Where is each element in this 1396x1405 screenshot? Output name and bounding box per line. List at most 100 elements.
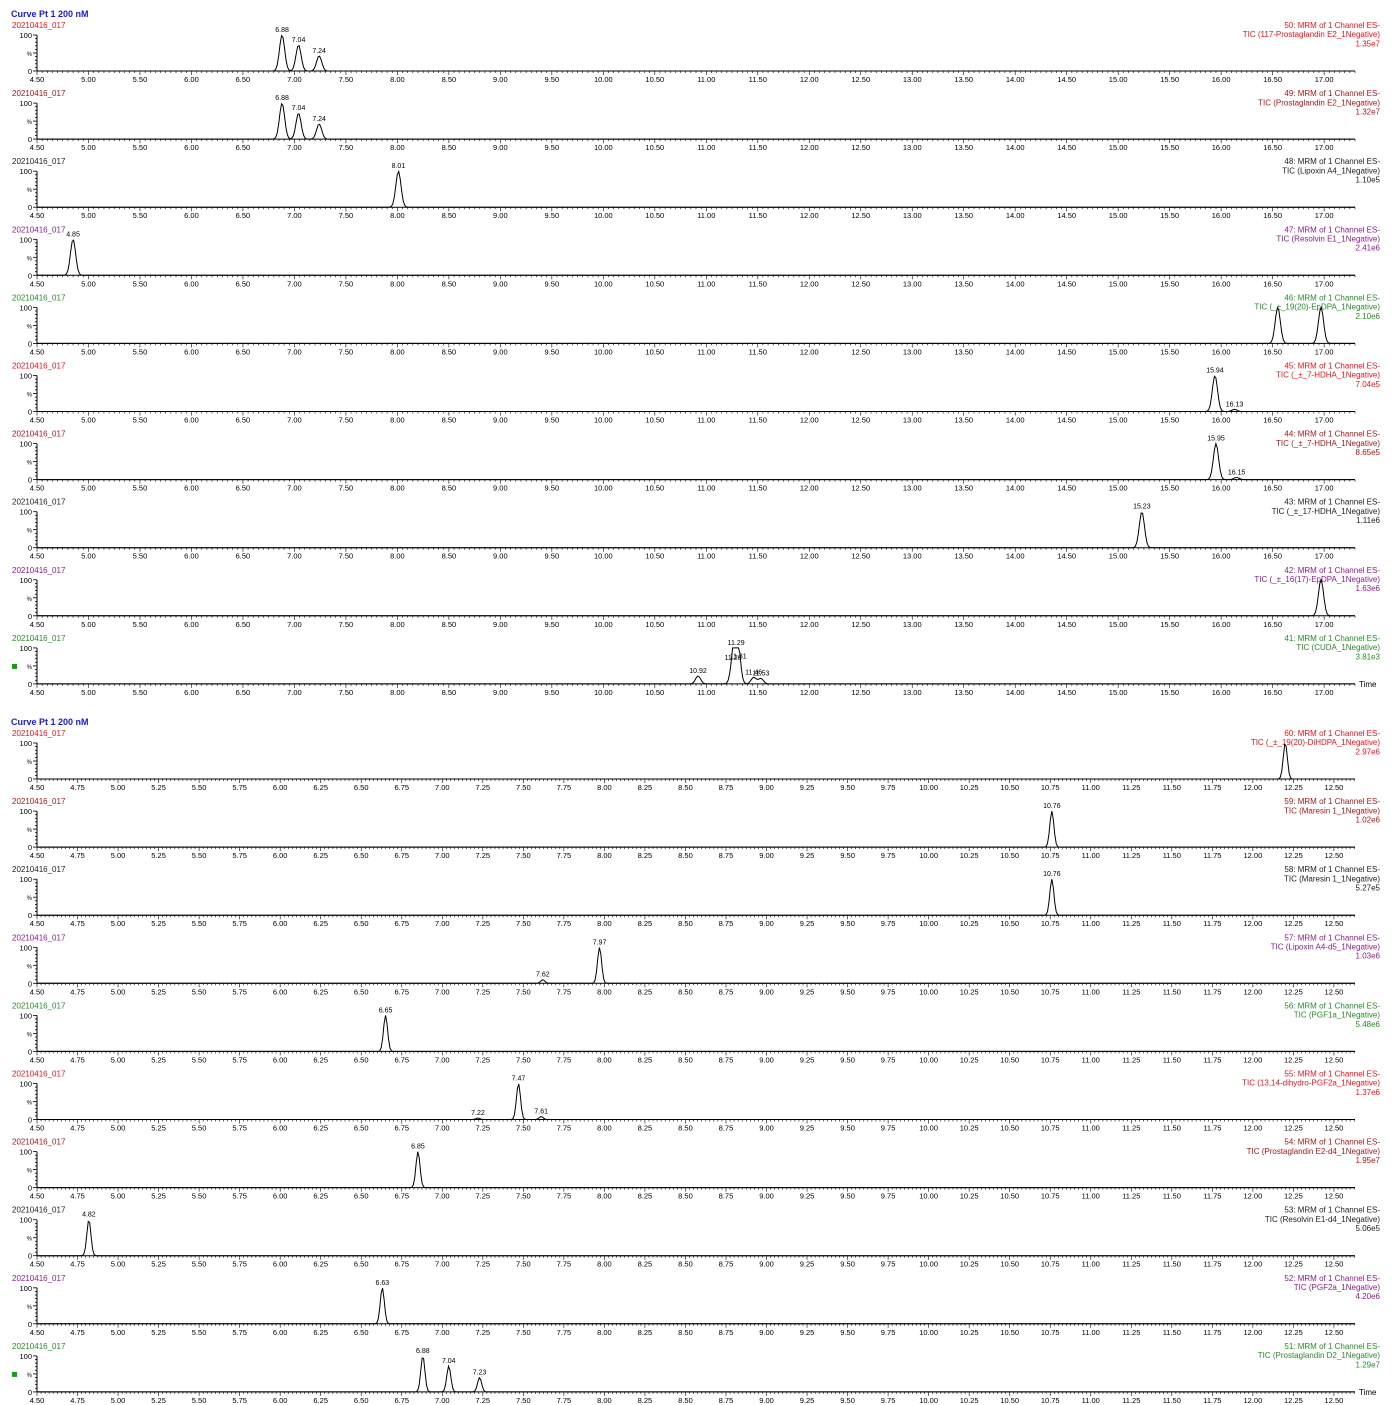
x-tick-label: 9.75 — [881, 987, 896, 996]
x-tick-label: 6.50 — [236, 75, 251, 84]
x-tick-label: 6.50 — [236, 416, 251, 425]
x-tick-label: 15.50 — [1160, 688, 1179, 697]
x-tick-label: 9.50 — [545, 552, 560, 561]
x-tick-label: 7.00 — [287, 416, 302, 425]
x-tick-label: 8.25 — [638, 1055, 653, 1064]
y-axis-unit: % — [27, 665, 33, 671]
trace-channel-info: TIC (Resolvin E1_1Negative) — [1276, 235, 1380, 244]
x-tick-label: 12.00 — [1243, 987, 1262, 996]
y-tick-label: 100 — [19, 943, 32, 952]
x-tick-label: 9.00 — [493, 75, 508, 84]
x-tick-label: 7.75 — [557, 987, 572, 996]
x-tick-label: 4.75 — [70, 919, 85, 928]
x-tick-label: 9.00 — [493, 211, 508, 220]
x-tick-label: 8.25 — [638, 987, 653, 996]
x-tick-label: 11.50 — [749, 552, 767, 561]
y-axis-unit: % — [27, 393, 33, 399]
x-tick-label: 10.25 — [960, 783, 979, 792]
trace-sample-label: 20210416_017 — [12, 933, 66, 942]
x-tick-label: 7.25 — [476, 919, 491, 928]
x-tick-label: 13.00 — [903, 552, 922, 561]
x-tick-label: 15.50 — [1160, 279, 1179, 288]
y-tick-label: 100 — [19, 508, 32, 517]
x-tick-label: 7.50 — [339, 279, 354, 288]
x-tick-label: 8.00 — [597, 919, 612, 928]
x-tick-label: 16.50 — [1263, 75, 1282, 84]
y-tick-label: 100 — [19, 167, 32, 176]
chart-title: Curve Pt 1 200 nM — [11, 717, 89, 727]
x-tick-label: 15.00 — [1109, 75, 1128, 84]
y-axis-unit: % — [27, 760, 33, 766]
x-tick-label: 10.75 — [1041, 851, 1060, 860]
trace-channel-info: TIC (_±_19(20)-DiHDPA_1Negative) — [1251, 738, 1381, 747]
x-tick-label: 12.00 — [800, 688, 819, 697]
trace-sample-label: 20210416_017 — [12, 634, 66, 643]
x-tick-label: 11.75 — [1203, 919, 1221, 928]
x-tick-label: 5.00 — [81, 620, 96, 629]
x-tick-label: 6.25 — [313, 987, 328, 996]
x-tick-label: 7.00 — [435, 783, 450, 792]
x-tick-label: 17.00 — [1315, 143, 1334, 152]
trace-channel-info: TIC (13,14-dihydro-PGF2a_1Negative) — [1242, 1079, 1380, 1088]
x-tick-label: 11.50 — [1163, 783, 1181, 792]
peak-label: 6.88 — [275, 95, 289, 102]
x-tick-label: 10.50 — [1000, 851, 1019, 860]
trace-channel-info: 55: MRM of 1 Channel ES- — [1284, 1070, 1380, 1079]
x-tick-label: 11.75 — [1203, 783, 1221, 792]
trace-channel-info: 46: MRM of 1 Channel ES- — [1284, 293, 1380, 302]
x-tick-label: 5.00 — [111, 987, 126, 996]
x-tick-label: 11.25 — [1122, 1055, 1140, 1064]
x-tick-label: 7.50 — [516, 1055, 531, 1064]
x-tick-label: 12.00 — [800, 620, 819, 629]
x-tick-label: 7.00 — [287, 279, 302, 288]
x-tick-label: 5.00 — [111, 919, 126, 928]
x-tick-label: 12.50 — [851, 484, 870, 493]
x-tick-label: 12.00 — [800, 416, 819, 425]
x-tick-label: 12.00 — [800, 279, 819, 288]
x-tick-label: 6.50 — [236, 552, 251, 561]
x-tick-label: 9.00 — [759, 919, 774, 928]
x-tick-label: 4.75 — [70, 987, 85, 996]
x-tick-label: 6.50 — [236, 620, 251, 629]
x-tick-label: 9.00 — [493, 620, 508, 629]
peak-label: 15.94 — [1206, 368, 1224, 375]
x-tick-label: 16.50 — [1263, 416, 1282, 425]
x-tick-label: 10.50 — [1000, 1055, 1019, 1064]
x-tick-label: 4.50 — [30, 620, 45, 629]
x-tick-label: 16.00 — [1212, 143, 1231, 152]
trace-channel-info: 2.41e6 — [1356, 244, 1381, 253]
x-tick-label: 8.50 — [442, 484, 457, 493]
x-tick-label: 6.00 — [184, 484, 199, 493]
trace-sample-label: 20210416_017 — [12, 1001, 66, 1010]
trace-channel-info: 2.10e6 — [1356, 312, 1381, 321]
x-tick-label: 12.00 — [1243, 783, 1262, 792]
x-tick-label: 7.00 — [435, 1055, 450, 1064]
x-tick-label: 11.00 — [1082, 783, 1100, 792]
x-tick-label: 14.00 — [1006, 688, 1025, 697]
x-tick-label: 6.50 — [354, 1055, 369, 1064]
x-tick-label: 7.00 — [435, 919, 450, 928]
x-tick-label: 4.50 — [30, 347, 45, 356]
x-tick-label: 9.50 — [545, 620, 560, 629]
x-tick-label: 12.50 — [1325, 783, 1344, 792]
x-tick-label: 7.25 — [476, 1055, 491, 1064]
x-tick-label: 5.00 — [81, 279, 96, 288]
x-axis-title: Time — [1359, 680, 1377, 689]
chromatogram-trace — [37, 647, 1355, 685]
x-tick-label: 6.00 — [184, 211, 199, 220]
x-tick-label: 9.50 — [840, 851, 855, 860]
x-tick-label: 10.50 — [645, 484, 664, 493]
y-tick-label: 0 — [28, 911, 32, 920]
x-tick-label: 13.50 — [954, 75, 973, 84]
x-tick-label: 11.50 — [749, 279, 767, 288]
x-tick-label: 11.00 — [1082, 851, 1100, 860]
x-tick-label: 5.50 — [133, 143, 148, 152]
trace-channel-info: 7.04e5 — [1356, 380, 1381, 389]
x-tick-label: 7.00 — [287, 211, 302, 220]
x-tick-label: 8.50 — [678, 783, 693, 792]
x-tick-label: 15.00 — [1109, 416, 1128, 425]
trace-channel-info: 59: MRM of 1 Channel ES- — [1284, 797, 1380, 806]
x-tick-label: 6.50 — [354, 851, 369, 860]
x-tick-label: 4.75 — [70, 1055, 85, 1064]
x-tick-label: 6.00 — [184, 75, 199, 84]
